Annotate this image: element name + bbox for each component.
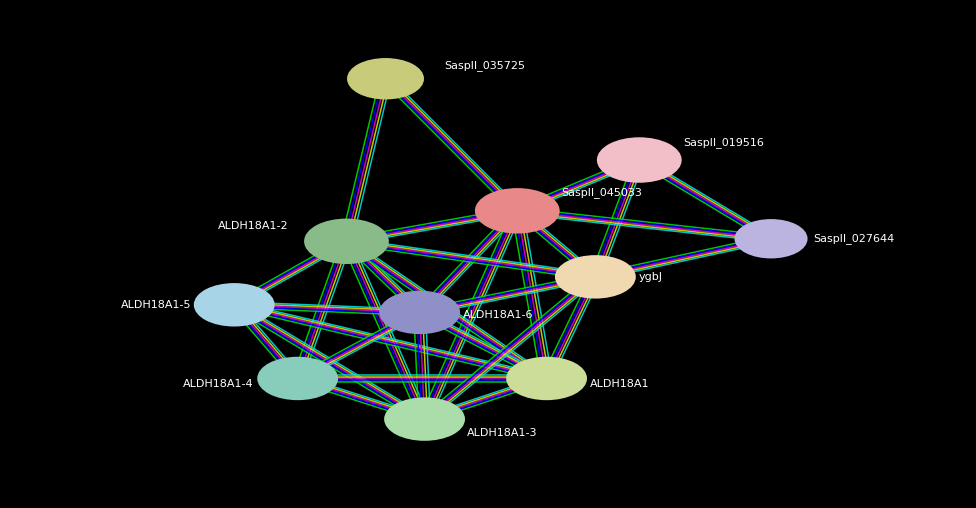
Circle shape <box>348 59 423 98</box>
Circle shape <box>556 257 634 297</box>
Circle shape <box>736 220 806 257</box>
Text: SasplI_019516: SasplI_019516 <box>683 137 764 148</box>
Text: ALDH18A1-5: ALDH18A1-5 <box>121 300 191 310</box>
Circle shape <box>476 189 558 232</box>
Circle shape <box>259 358 337 399</box>
Text: ALDH18A1: ALDH18A1 <box>590 378 649 389</box>
Circle shape <box>305 220 387 263</box>
Circle shape <box>381 292 459 333</box>
Circle shape <box>508 358 586 399</box>
Text: SasplI_027644: SasplI_027644 <box>813 233 894 244</box>
Circle shape <box>598 139 680 181</box>
Text: ALDH18A1-6: ALDH18A1-6 <box>463 310 533 320</box>
Text: ALDH18A1-4: ALDH18A1-4 <box>183 378 254 389</box>
Circle shape <box>195 284 273 325</box>
Text: SasplI_035725: SasplI_035725 <box>444 60 525 72</box>
Text: SasplI_045033: SasplI_045033 <box>561 187 642 199</box>
Text: ALDH18A1-3: ALDH18A1-3 <box>467 428 537 438</box>
Circle shape <box>386 399 464 439</box>
Text: ygbJ: ygbJ <box>638 272 663 282</box>
Text: ALDH18A1-2: ALDH18A1-2 <box>219 221 289 231</box>
